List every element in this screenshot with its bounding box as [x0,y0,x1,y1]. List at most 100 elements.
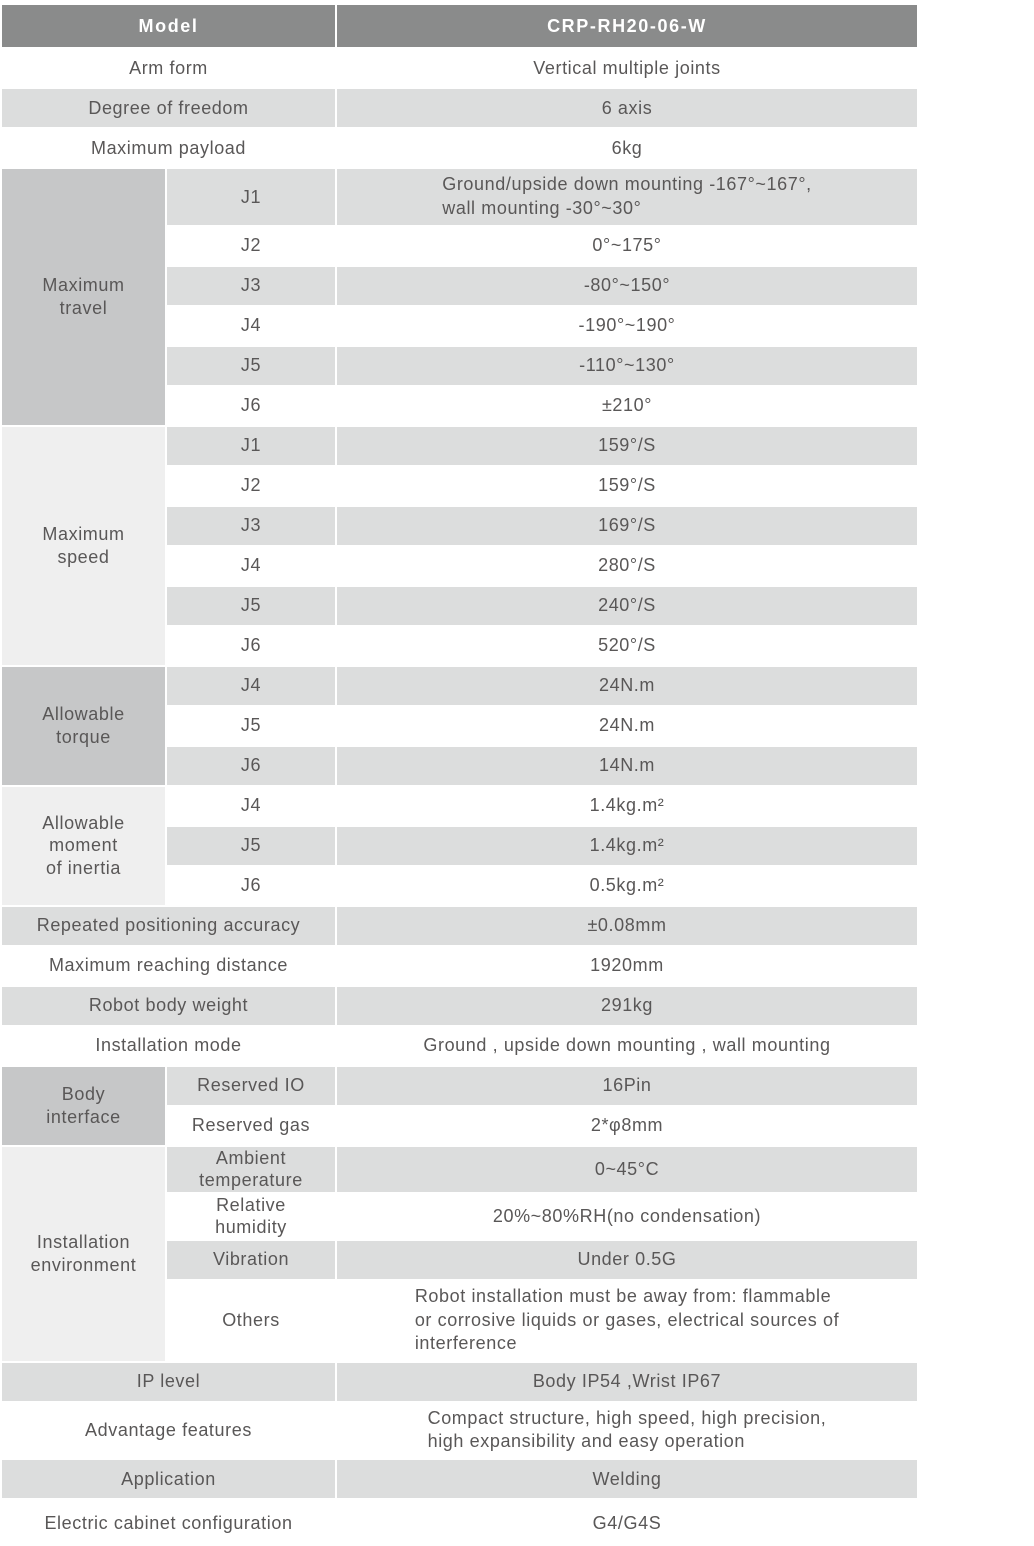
group-label-allowable-inertia: Allowable moment of inertia [2,786,165,905]
sub-label: Relative humidity [167,1193,335,1239]
joint-label: J2 [167,466,335,505]
row-value: Ground/upside down mounting -167°~167°, … [337,169,917,225]
group-label-installation-environment: Installation environment [2,1146,165,1361]
joint-label: J3 [167,506,335,545]
row-value: Robot installation must be away from: fl… [337,1280,917,1361]
joint-label: J1 [167,426,335,465]
row-ambient-temperature: Ambient temperature 0~45°C [167,1146,917,1192]
joint-label: J6 [167,746,335,785]
row-repeated-positioning-accuracy: Repeated positioning accuracy ±0.08mm [2,906,917,945]
row-label: Advantage features [2,1402,335,1458]
joint-label: J5 [167,706,335,745]
row-value: Ground , upside down mounting , wall mou… [337,1026,917,1065]
row-value: 280°/S [337,546,917,585]
row-value: 2*φ8mm [337,1106,917,1145]
section-rows: J4 1.4kg.m² J5 1.4kg.m² J6 0.5kg.m² [167,786,917,907]
row-installation-mode: Installation mode Ground , upside down m… [2,1026,917,1065]
section-installation-environment: Installation environment Ambient tempera… [2,1146,917,1363]
joint-label: J4 [167,306,335,345]
row-torque-j6: J6 14N.m [167,746,917,785]
sub-label: Reserved gas [167,1106,335,1145]
row-label: Maximum reaching distance [2,946,335,985]
row-value: 20%~80%RH(no condensation) [337,1193,917,1239]
row-advantage-features: Advantage features Compact structure, hi… [2,1402,917,1458]
joint-label: J6 [167,626,335,665]
row-value: 1.4kg.m² [337,786,917,825]
row-others: Others Robot installation must be away f… [167,1280,917,1361]
row-label: Maximum payload [2,129,335,167]
row-value: 169°/S [337,506,917,545]
row-value: 14N.m [337,746,917,785]
row-value: 24N.m [337,666,917,705]
row-value: 1920mm [337,946,917,985]
joint-label: J5 [167,826,335,865]
row-inertia-j4: J4 1.4kg.m² [167,786,917,825]
section-allowable-torque: Allowable torque J4 24N.m J5 24N.m J6 14… [2,666,917,787]
row-travel-j4: J4 -190°~190° [167,306,917,345]
joint-label: J2 [167,226,335,265]
row-speed-j4: J4 280°/S [167,546,917,585]
row-travel-j5: J5 -110°~130° [167,346,917,385]
row-value: -110°~130° [337,346,917,385]
row-value: 0~45°C [337,1146,917,1192]
row-travel-j6: J6 ±210° [167,386,917,425]
row-label: Electric cabinet configuration [2,1500,335,1546]
row-value: Under 0.5G [337,1240,917,1279]
section-rows: J1 159°/S J2 159°/S J3 169°/S J4 280°/S … [167,426,917,667]
row-travel-j3: J3 -80°~150° [167,266,917,305]
joint-label: J6 [167,866,335,905]
joint-label: J1 [167,169,335,225]
joint-label: J4 [167,546,335,585]
section-allowable-inertia: Allowable moment of inertia J4 1.4kg.m² … [2,786,917,907]
row-reserved-gas: Reserved gas 2*φ8mm [167,1106,917,1145]
row-torque-j4: J4 24N.m [167,666,917,705]
row-inertia-j6: J6 0.5kg.m² [167,866,917,905]
sub-label: Reserved IO [167,1066,335,1105]
section-rows: Ambient temperature 0~45°C Relative humi… [167,1146,917,1363]
group-label-maximum-travel: Maximum travel [2,169,165,425]
row-maximum-reaching-distance: Maximum reaching distance 1920mm [2,946,917,985]
row-speed-j1: J1 159°/S [167,426,917,465]
section-rows: J1 Ground/upside down mounting -167°~167… [167,169,917,427]
joint-label: J5 [167,586,335,625]
row-speed-j6: J6 520°/S [167,626,917,665]
row-label: Repeated positioning accuracy [2,906,335,945]
row-value: 0.5kg.m² [337,866,917,905]
sub-label: Vibration [167,1240,335,1279]
row-torque-j5: J5 24N.m [167,706,917,745]
row-value: -80°~150° [337,266,917,305]
row-value: Welding [337,1460,917,1498]
row-reserved-io: Reserved IO 16Pin [167,1066,917,1105]
model-header-label: Model [2,5,335,47]
group-label-body-interface: Body interface [2,1066,165,1145]
joint-label: J3 [167,266,335,305]
row-value: 16Pin [337,1066,917,1105]
row-value: G4/G4S [337,1500,917,1546]
row-degree-of-freedom: Degree of freedom 6 axis [2,89,917,127]
row-value: 24N.m [337,706,917,745]
row-electric-cabinet-configuration: Electric cabinet configuration G4/G4S [2,1500,917,1546]
spec-table: Model CRP-RH20-06-W Arm form Vertical mu… [2,5,917,1546]
row-label: Robot body weight [2,986,335,1025]
row-speed-j5: J5 240°/S [167,586,917,625]
section-maximum-speed: Maximum speed J1 159°/S J2 159°/S J3 169… [2,426,917,667]
row-value: 6kg [337,129,917,167]
row-value: 1.4kg.m² [337,826,917,865]
row-value: 6 axis [337,89,917,127]
group-label-maximum-speed: Maximum speed [2,426,165,665]
row-ip-level: IP level Body IP54 ,Wrist IP67 [2,1362,917,1401]
row-vibration: Vibration Under 0.5G [167,1240,917,1279]
row-relative-humidity: Relative humidity 20%~80%RH(no condensat… [167,1193,917,1239]
section-rows: Reserved IO 16Pin Reserved gas 2*φ8mm [167,1066,917,1147]
row-speed-j3: J3 169°/S [167,506,917,545]
joint-label: J4 [167,666,335,705]
joint-label: J4 [167,786,335,825]
row-label: Application [2,1460,335,1498]
joint-label: J5 [167,346,335,385]
row-value: ±210° [337,386,917,425]
row-value: 159°/S [337,466,917,505]
row-value: 291kg [337,986,917,1025]
row-inertia-j5: J5 1.4kg.m² [167,826,917,865]
row-label: Degree of freedom [2,89,335,127]
row-value: ±0.08mm [337,906,917,945]
